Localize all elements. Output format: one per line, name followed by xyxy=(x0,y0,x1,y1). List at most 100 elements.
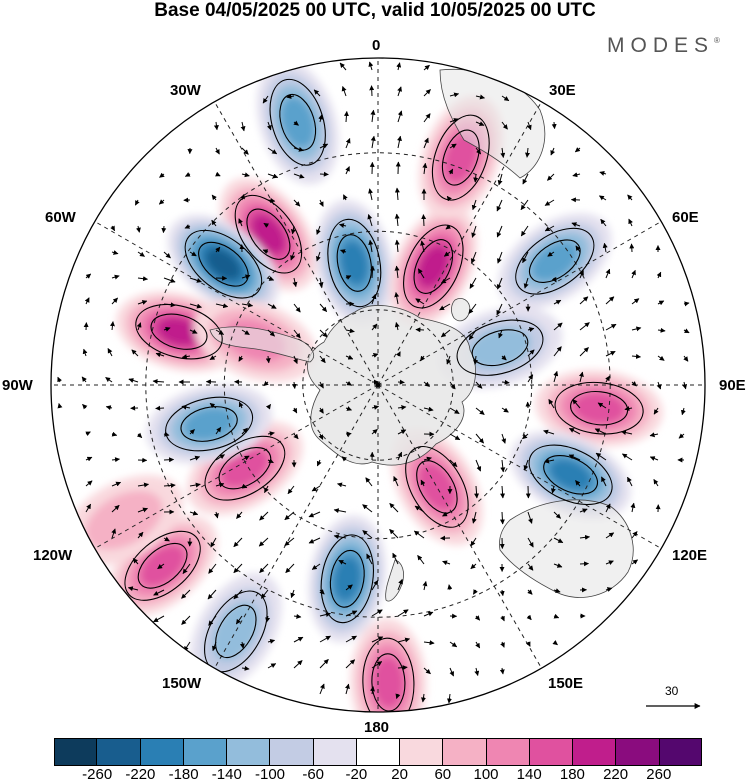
wind-vector-arrow xyxy=(267,663,277,669)
wind-vector-arrow xyxy=(137,300,148,305)
wind-vector-arrow xyxy=(345,584,353,591)
wind-vector-arrow xyxy=(469,277,477,289)
wind-vector-arrow xyxy=(208,563,217,574)
wind-vector-arrow xyxy=(189,329,198,334)
wind-vector-arrow xyxy=(553,322,563,331)
lon-label-150w: 150W xyxy=(162,675,202,692)
wind-vector-arrow xyxy=(319,171,329,177)
wind-vector-arrow xyxy=(337,482,347,488)
map-boundary xyxy=(50,57,706,713)
wind-vector-arrow xyxy=(265,355,271,364)
polar-map xyxy=(50,57,706,713)
wind-vector-arrow xyxy=(184,224,191,229)
streamline-loop xyxy=(204,435,286,501)
wind-vector-arrow xyxy=(155,405,165,411)
wind-vector-arrow xyxy=(238,401,244,409)
wind-vector-arrow xyxy=(319,683,325,695)
lon-label-120w: 120W xyxy=(33,547,73,564)
wind-vector-arrow xyxy=(343,111,349,123)
streamline-loop xyxy=(150,313,208,350)
wind-vector-arrow xyxy=(318,199,324,207)
wind-vector-arrow xyxy=(371,609,383,617)
wind-vector-arrow xyxy=(181,615,191,625)
wind-vector-arrow xyxy=(475,381,483,389)
wind-vector-arrow xyxy=(189,303,202,309)
wind-vector-arrow xyxy=(233,537,243,548)
wind-vector-arrow xyxy=(215,171,221,177)
meridian-line xyxy=(377,384,662,549)
wind-vector-arrow xyxy=(215,426,222,435)
wind-vector-arrow xyxy=(440,277,451,284)
positive-anomaly-contour xyxy=(221,448,269,488)
streamline-loop xyxy=(135,303,223,360)
wind-vector-arrow xyxy=(627,476,633,487)
wind-vector-arrow xyxy=(319,355,326,364)
wind-vector-arrow xyxy=(137,531,144,539)
wind-vector-arrow xyxy=(553,346,562,357)
wind-vector-arrow xyxy=(553,511,561,519)
wind-vector-arrow xyxy=(319,659,329,669)
streamline-loop xyxy=(528,239,581,284)
wind-vector-arrow xyxy=(449,118,459,123)
wind-vector-arrow xyxy=(500,485,506,499)
wind-vector-arrow xyxy=(598,195,607,201)
wind-vector-arrow xyxy=(84,297,90,305)
wind-vector-arrow xyxy=(417,268,425,279)
wind-vector-arrow xyxy=(163,326,171,332)
wind-vector-arrow xyxy=(395,351,401,357)
wind-vector-arrow xyxy=(682,381,688,390)
wind-vector-arrow xyxy=(316,459,322,467)
wind-vector-arrow xyxy=(85,456,93,462)
south-pole-marker xyxy=(375,382,381,388)
colorbar-tick-label: 180 xyxy=(559,766,585,783)
streamline-loop xyxy=(137,542,188,589)
wind-vector-arrow xyxy=(499,511,505,525)
wind-vector-arrow xyxy=(423,456,432,462)
wind-vector-arrow xyxy=(189,455,201,461)
colorbar-segment xyxy=(486,738,530,766)
wind-vector-arrow xyxy=(111,250,119,255)
wind-vector-arrow xyxy=(110,225,116,232)
wind-vector-arrow xyxy=(189,429,195,435)
wind-vector-arrow xyxy=(210,537,217,548)
wind-vector-arrow xyxy=(293,173,305,179)
colorbar-segment xyxy=(400,738,444,766)
landmasses xyxy=(209,68,634,602)
wind-vector-arrow xyxy=(214,511,219,519)
graticule xyxy=(51,58,705,712)
wind-vector-arrow xyxy=(85,273,92,279)
wind-vector-arrow xyxy=(602,242,608,253)
wind-vector-arrow xyxy=(397,578,403,591)
colorbar-tick-label: 60 xyxy=(434,766,452,783)
wind-vector-arrow xyxy=(238,218,243,227)
wind-vector-arrow xyxy=(501,433,507,444)
wind-vector-arrow xyxy=(131,349,139,357)
wind-vector-arrow xyxy=(421,214,427,227)
wind-vector-arrow xyxy=(371,405,380,410)
wind-vector-arrow xyxy=(181,354,191,360)
wind-vector-arrow xyxy=(523,277,529,289)
wind-vector-arrow xyxy=(423,381,430,387)
colorbar-tick-label: -100 xyxy=(254,766,286,783)
wind-vector-arrow xyxy=(267,303,277,309)
wind-vector-arrow xyxy=(308,537,321,544)
wind-vector-arrow xyxy=(501,379,510,385)
wind-vector-arrow xyxy=(370,135,376,149)
wind-vector-arrow xyxy=(605,323,617,331)
wind-vector-arrow xyxy=(81,376,87,383)
wind-vector-arrow xyxy=(57,376,62,383)
wind-vector-arrow xyxy=(267,173,279,179)
wind-vector-arrow xyxy=(629,243,635,253)
wind-vector-arrow xyxy=(474,615,481,621)
wind-vector-arrow xyxy=(446,693,452,704)
wind-vector-arrow xyxy=(413,530,425,539)
wind-vector-arrow xyxy=(111,481,122,487)
wind-vector-arrow xyxy=(630,502,636,513)
wind-vector-arrow xyxy=(423,64,430,71)
wind-vector-arrow xyxy=(293,199,301,207)
wind-vector-arrow xyxy=(597,402,607,409)
meridian-line xyxy=(214,101,379,386)
lon-label-60e: 60E xyxy=(672,209,699,226)
wind-vector-arrow xyxy=(468,329,477,341)
streamline-loop xyxy=(198,241,249,287)
